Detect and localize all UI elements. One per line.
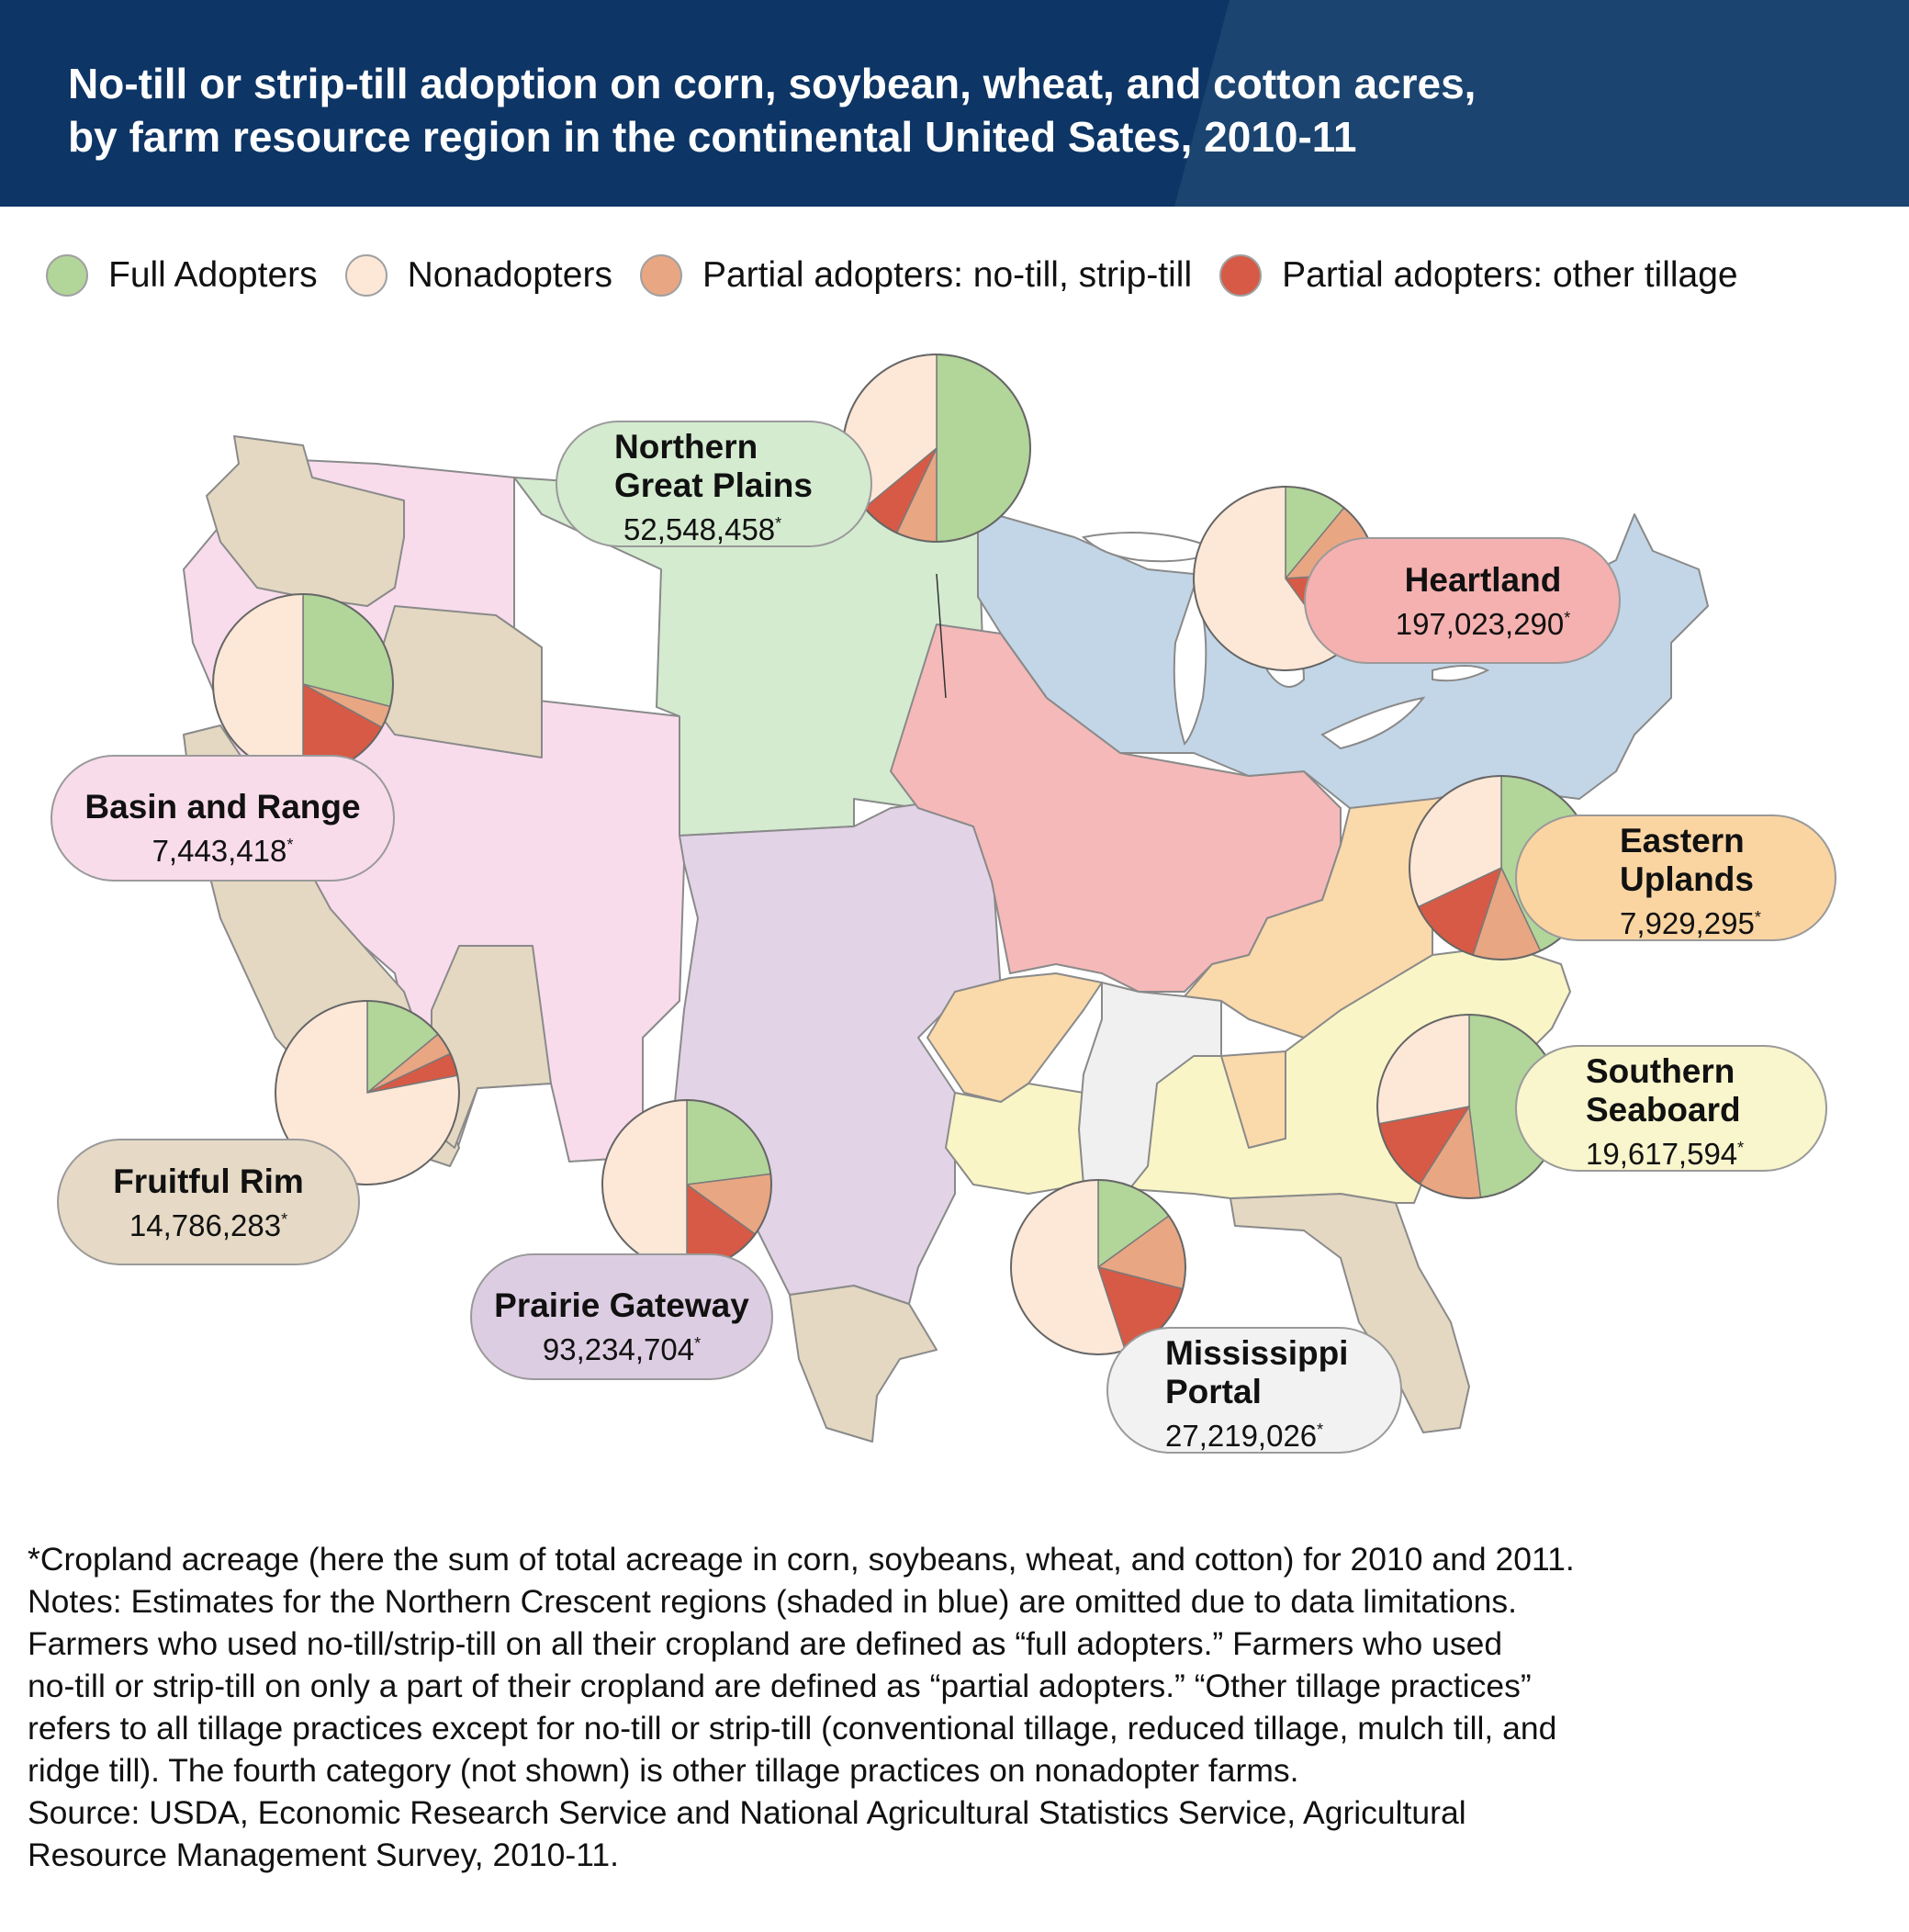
pie-mississippi-portal bbox=[1010, 1179, 1186, 1355]
footnote-line: no-till or strip-till on only a part of … bbox=[28, 1668, 1532, 1704]
region-name-fruitful-rim: Fruitful Rim bbox=[113, 1163, 304, 1200]
region-mississippi-portal bbox=[1078, 982, 1222, 1222]
region-name-mississippi-portal-line1: Mississippi bbox=[1165, 1334, 1349, 1372]
footnote-mark: * bbox=[286, 836, 294, 854]
footnote-line: Resource Management Survey, 2010-11. bbox=[28, 1837, 619, 1873]
region-name-northern-great-plains-line2: Great Plains bbox=[614, 466, 813, 504]
region-name-eastern-uplands-line1: Eastern bbox=[1620, 822, 1745, 859]
legend-swatch-partial-notill bbox=[639, 254, 682, 297]
acreage-value: 14,786,283 bbox=[129, 1208, 282, 1242]
footnote-mark: * bbox=[1564, 609, 1571, 627]
label-pill-eastern-uplands: Eastern Uplands 7,929,295* bbox=[1515, 814, 1836, 941]
legend-label-nonadopters: Nonadopters bbox=[407, 255, 612, 295]
pie-outline bbox=[1010, 1179, 1186, 1355]
footnote-mark: * bbox=[694, 1334, 702, 1353]
legend-label-full-adopters: Full Adopters bbox=[108, 255, 318, 295]
footnote-line: Source: USDA, Economic Research Service … bbox=[28, 1794, 1466, 1831]
region-acreage-basin-and-range: 7,443,418* bbox=[52, 826, 393, 870]
region-name-southern-seaboard-line2: Seaboard bbox=[1586, 1091, 1741, 1129]
footnotes: *Cropland acreage (here the sum of total… bbox=[28, 1538, 1892, 1876]
label-pill-fruitful-rim: Fruitful Rim 14,786,283* bbox=[57, 1139, 360, 1265]
region-name-basin-and-range: Basin and Range bbox=[84, 788, 361, 826]
pie-outline bbox=[275, 1000, 460, 1185]
chart-title: No-till or strip-till adoption on corn, … bbox=[68, 57, 1721, 163]
title-line-2: by farm resource region in the continent… bbox=[68, 113, 1357, 161]
footnote-mark: * bbox=[1737, 1139, 1745, 1157]
footnote-line: ridge till). The fourth category (not sh… bbox=[28, 1752, 1299, 1789]
label-pill-southern-seaboard: Southern Seaboard 19,617,594* bbox=[1515, 1045, 1827, 1172]
footnote-mark: * bbox=[1754, 908, 1761, 927]
title-line-1: No-till or strip-till adoption on corn, … bbox=[68, 60, 1477, 107]
leader-line-northern-great-plains bbox=[936, 573, 947, 699]
region-acreage-eastern-uplands: 7,929,295* bbox=[1620, 899, 1835, 942]
header-accent-band bbox=[1174, 0, 1909, 207]
region-acreage-northern-great-plains: 52,548,458* bbox=[614, 505, 870, 548]
footnote-line: *Cropland acreage (here the sum of total… bbox=[28, 1541, 1575, 1578]
region-acreage-heartland: 197,023,290* bbox=[1347, 600, 1619, 643]
region-name-heartland: Heartland bbox=[1404, 561, 1562, 599]
acreage-value: 27,219,026 bbox=[1165, 1419, 1318, 1453]
label-pill-mississippi-portal: Mississippi Portal 27,219,026* bbox=[1106, 1327, 1402, 1454]
region-acreage-mississippi-portal: 27,219,026* bbox=[1165, 1411, 1400, 1455]
region-name-southern-seaboard-line1: Southern bbox=[1586, 1052, 1735, 1090]
pie-basin-and-range bbox=[212, 593, 394, 775]
acreage-value: 197,023,290 bbox=[1395, 607, 1565, 641]
acreage-value: 19,617,594 bbox=[1586, 1137, 1738, 1171]
region-name-mississippi-portal-line2: Portal bbox=[1165, 1373, 1262, 1410]
region-fruitful-rim-northwest bbox=[206, 435, 405, 607]
region-fruitful-rim-texas bbox=[789, 1285, 938, 1443]
footnote-mark: * bbox=[775, 514, 782, 533]
label-pill-prairie-gateway: Prairie Gateway 93,234,704* bbox=[470, 1253, 773, 1380]
footnote-line: Notes: Estimates for the Northern Cresce… bbox=[28, 1583, 1517, 1620]
label-pill-northern-great-plains: Northern Great Plains 52,548,458* bbox=[556, 421, 872, 547]
label-pill-basin-and-range: Basin and Range 7,443,418* bbox=[51, 755, 395, 882]
legend-item-full-adopters: Full Adopters bbox=[46, 254, 318, 297]
legend-swatch-partial-other bbox=[1219, 254, 1263, 297]
acreage-value: 52,548,458 bbox=[623, 512, 776, 546]
region-eastern-uplands-ozarks bbox=[926, 972, 1103, 1103]
region-fruitful-rim-florida bbox=[1230, 1193, 1470, 1433]
acreage-value: 7,443,418 bbox=[152, 834, 287, 868]
lake-michigan bbox=[1173, 585, 1207, 746]
region-name-northern-great-plains-line1: Northern bbox=[614, 428, 758, 466]
legend-label-partial-other: Partial adopters: other tillage bbox=[1282, 255, 1738, 295]
legend-item-partial-notill: Partial adopters: no-till, strip-till bbox=[639, 254, 1193, 297]
header-banner: No-till or strip-till adoption on corn, … bbox=[0, 0, 1909, 207]
region-name-prairie-gateway: Prairie Gateway bbox=[494, 1286, 749, 1324]
footnote-mark: * bbox=[1317, 1421, 1324, 1439]
pie-charts bbox=[212, 354, 1594, 1355]
label-pill-heartland: Heartland 197,023,290* bbox=[1304, 537, 1621, 664]
legend-item-partial-other: Partial adopters: other tillage bbox=[1219, 254, 1738, 297]
footnote-line: Farmers who used no-till/strip-till on a… bbox=[28, 1625, 1503, 1662]
region-name-eastern-uplands-line2: Uplands bbox=[1620, 860, 1754, 898]
pie-northern-great-plains bbox=[842, 354, 1031, 543]
region-acreage-southern-seaboard: 19,617,594* bbox=[1586, 1129, 1825, 1173]
acreage-value: 93,234,704 bbox=[542, 1332, 695, 1366]
footnote-mark: * bbox=[281, 1210, 288, 1229]
lake-ontario bbox=[1432, 665, 1490, 682]
legend: Full Adopters Nonadopters Partial adopte… bbox=[46, 253, 1766, 298]
lake-erie bbox=[1320, 696, 1426, 750]
footnote-line: refers to all tillage practices except f… bbox=[28, 1710, 1557, 1747]
legend-swatch-nonadopters bbox=[344, 254, 387, 297]
legend-swatch-full-adopters bbox=[46, 254, 88, 297]
region-acreage-fruitful-rim: 14,786,283* bbox=[59, 1201, 358, 1244]
pie-prairie-gateway bbox=[601, 1099, 772, 1270]
acreage-value: 7,929,295 bbox=[1620, 906, 1755, 940]
region-acreage-prairie-gateway: 93,234,704* bbox=[472, 1325, 771, 1368]
legend-label-partial-notill: Partial adopters: no-till, strip-till bbox=[702, 255, 1193, 295]
pie-slice-full bbox=[936, 354, 1031, 543]
legend-item-nonadopters: Nonadopters bbox=[344, 254, 612, 297]
